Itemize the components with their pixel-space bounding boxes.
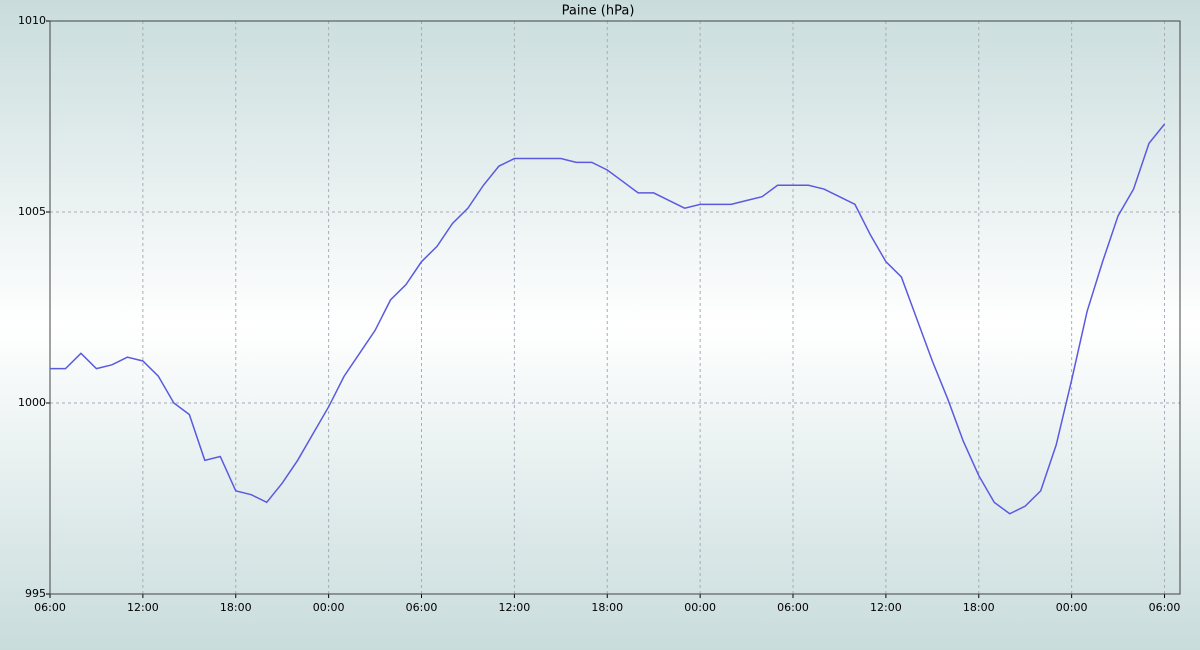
x-tick-label: 18:00 bbox=[591, 601, 623, 614]
x-tick-label: 18:00 bbox=[963, 601, 995, 614]
x-tick-label: 00:00 bbox=[684, 601, 716, 614]
y-tick-label: 995 bbox=[25, 587, 46, 600]
y-tick-label: 1010 bbox=[18, 14, 46, 27]
y-tick-label: 1000 bbox=[18, 396, 46, 409]
x-tick-label: 12:00 bbox=[499, 601, 531, 614]
x-tick-label: 06:00 bbox=[1149, 601, 1181, 614]
x-tick-label: 12:00 bbox=[127, 601, 159, 614]
x-tick-label: 18:00 bbox=[220, 601, 252, 614]
x-tick-label: 00:00 bbox=[313, 601, 345, 614]
x-tick-label: 06:00 bbox=[34, 601, 66, 614]
x-tick-label: 12:00 bbox=[870, 601, 902, 614]
y-tick-label: 1005 bbox=[18, 205, 46, 218]
x-tick-label: 00:00 bbox=[1056, 601, 1088, 614]
x-tick-label: 06:00 bbox=[777, 601, 809, 614]
chart-title: Paine (hPa) bbox=[562, 4, 635, 19]
data-line bbox=[50, 123, 1166, 515]
plot-frame bbox=[49, 20, 1181, 595]
x-tick-label: 06:00 bbox=[406, 601, 438, 614]
